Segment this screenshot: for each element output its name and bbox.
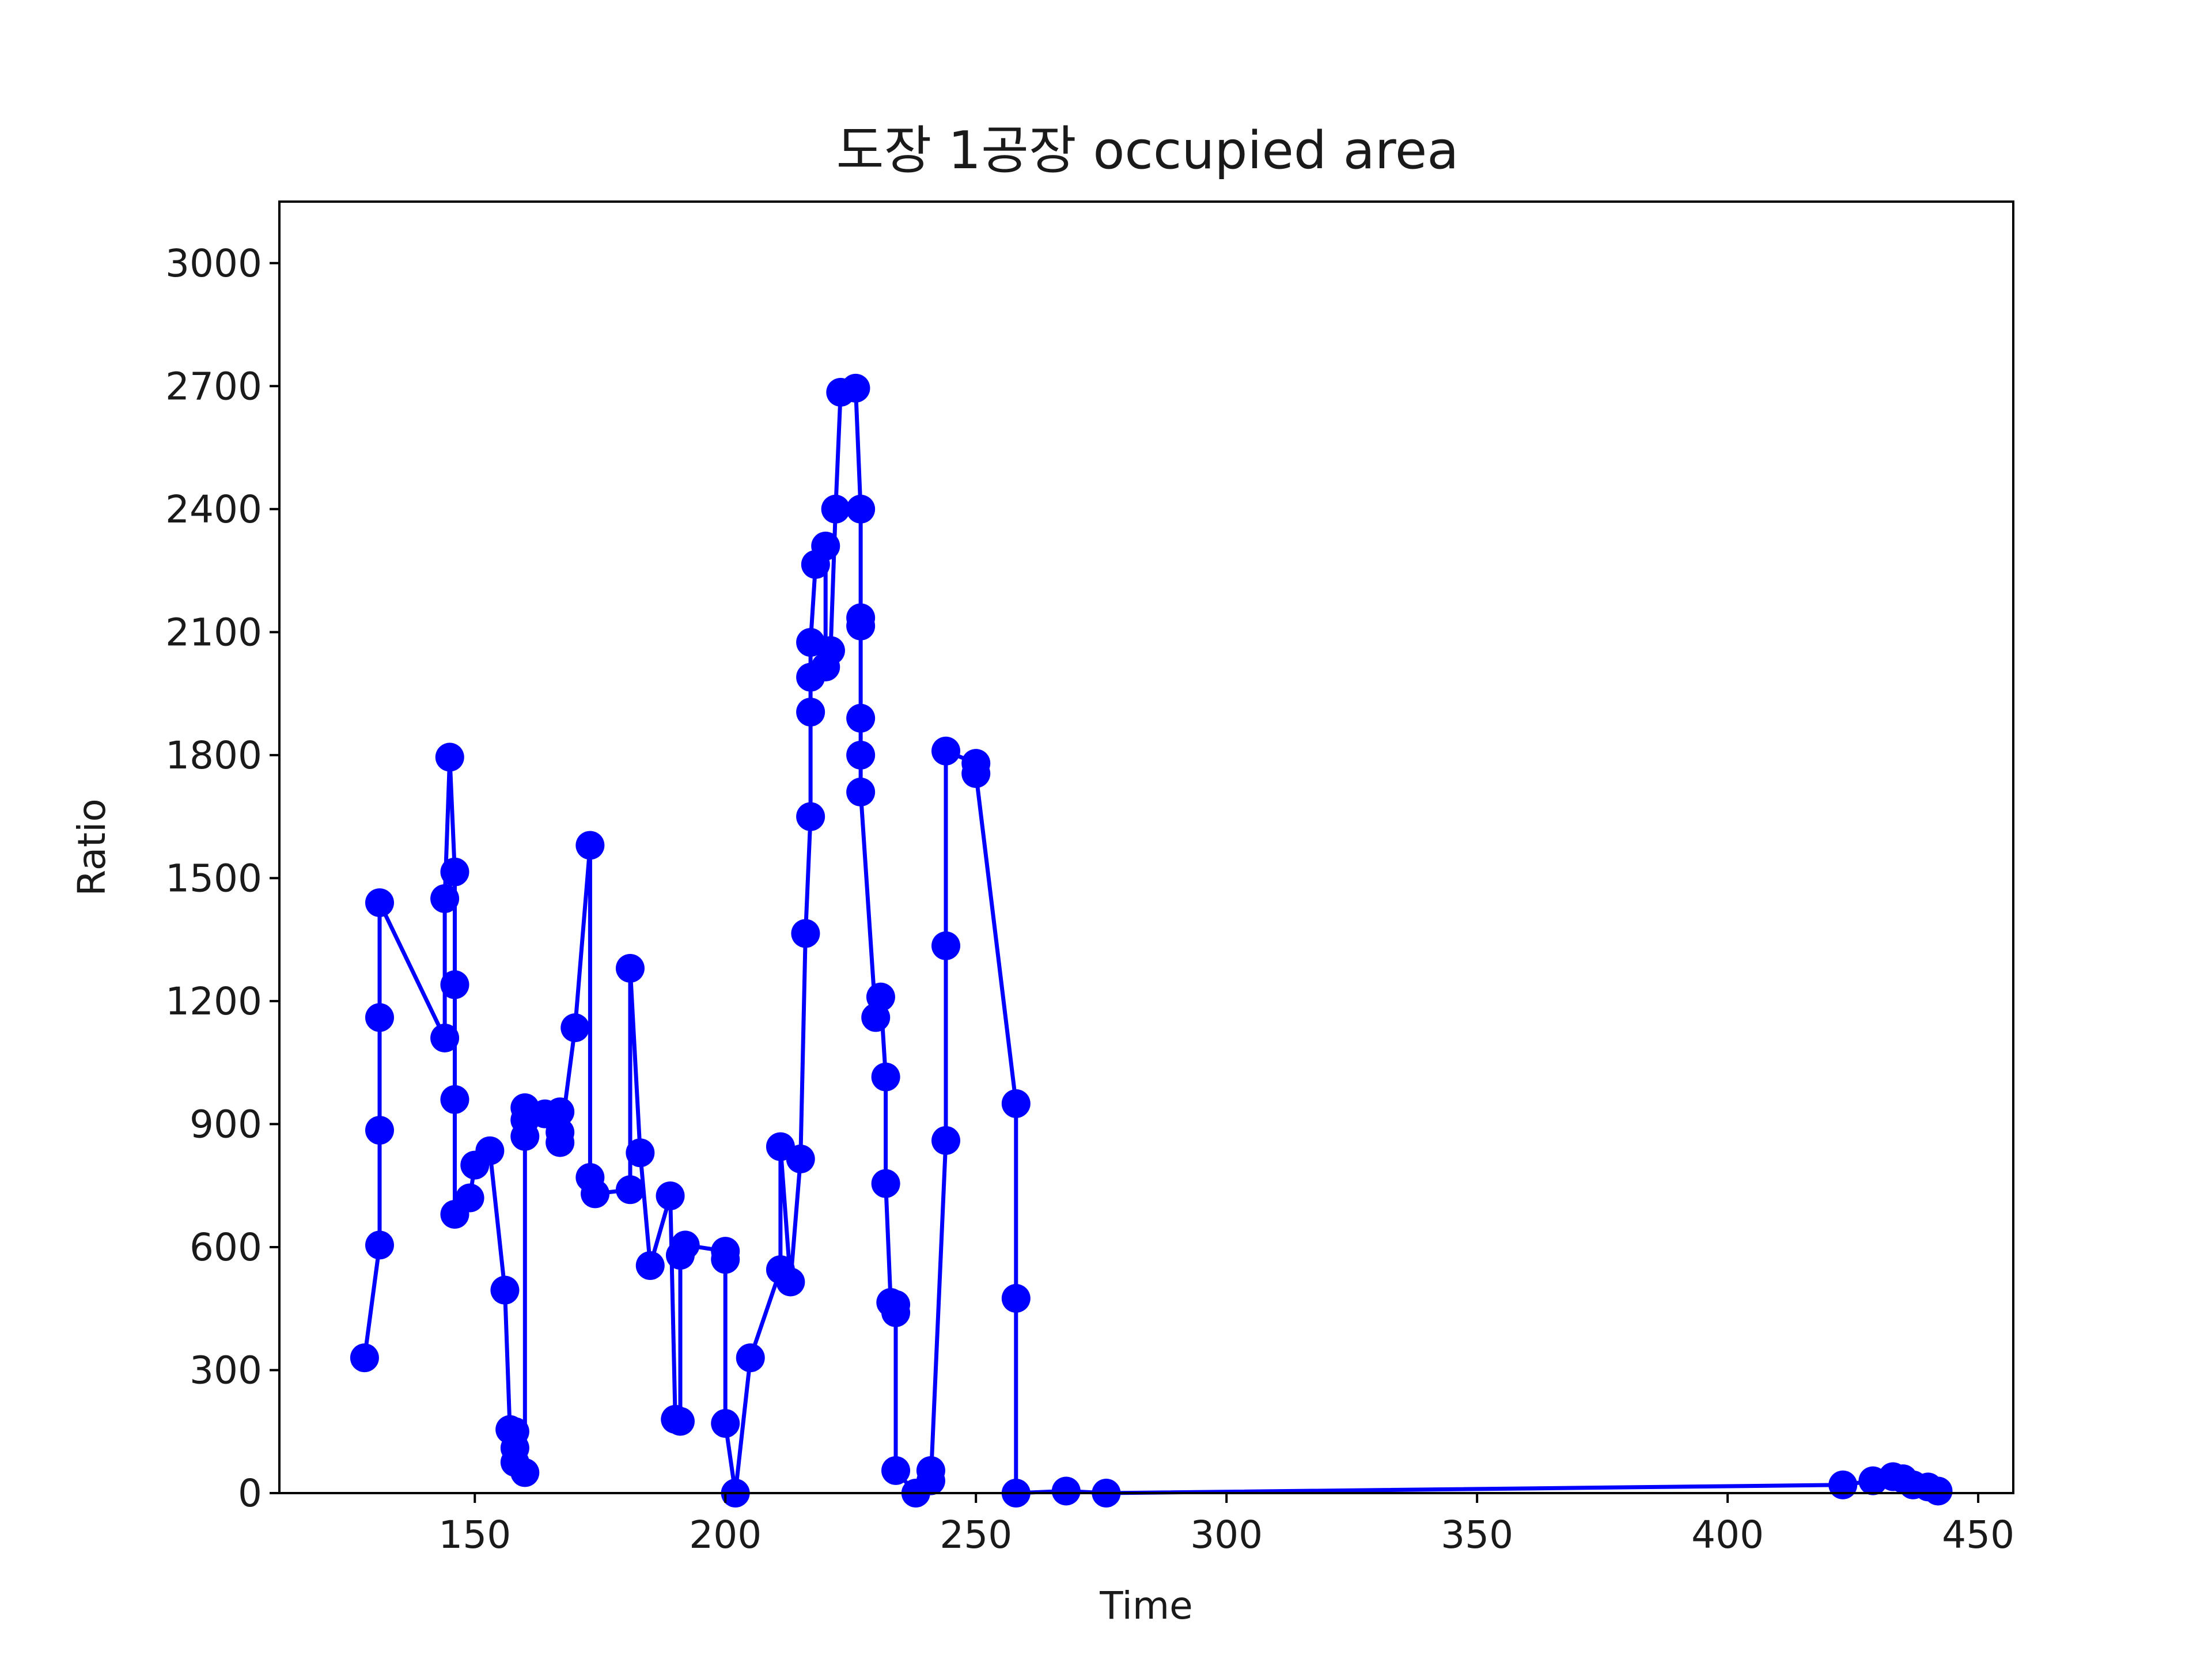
data-point: [365, 1003, 394, 1032]
data-point: [546, 1128, 575, 1157]
data-point: [796, 802, 825, 831]
data-point: [791, 919, 820, 948]
data-point: [846, 703, 876, 733]
x-tick-label: 150: [438, 1513, 511, 1557]
chart-title: 도장 1공장 occupied area: [836, 120, 1459, 181]
data-point: [671, 1230, 700, 1260]
data-point: [811, 531, 840, 560]
data-point: [821, 494, 850, 524]
data-point: [816, 636, 845, 665]
data-point: [350, 1343, 379, 1373]
data-point: [365, 1230, 394, 1260]
data-point: [711, 1409, 740, 1438]
data-point: [916, 1466, 945, 1495]
y-axis-label: Ratio: [70, 798, 114, 896]
data-point: [841, 373, 870, 403]
data-point: [881, 1456, 911, 1485]
data-point: [846, 611, 876, 641]
y-tick-label: 1200: [165, 979, 262, 1024]
y-tick-label: 2100: [165, 610, 262, 654]
data-point: [440, 1085, 469, 1114]
x-tick-label: 200: [689, 1513, 762, 1557]
data-point: [575, 831, 605, 860]
data-point: [881, 1298, 911, 1327]
x-axis-label: Time: [1099, 1584, 1193, 1628]
data-point: [871, 1169, 900, 1198]
data-point: [846, 494, 876, 524]
data-point: [1051, 1476, 1081, 1506]
data-point: [546, 1097, 575, 1127]
data-point: [615, 953, 645, 983]
data-point: [490, 1275, 520, 1305]
data-point: [635, 1251, 665, 1280]
x-tick-label: 400: [1691, 1513, 1764, 1557]
x-tick-label: 450: [1942, 1513, 2014, 1557]
data-point: [626, 1138, 655, 1168]
data-point: [1001, 1283, 1031, 1313]
series-line: [362, 386, 1939, 1495]
data-point: [931, 736, 961, 766]
y-tick-label: 2400: [165, 487, 262, 532]
data-point: [736, 1343, 765, 1373]
y-tick-label: 1800: [165, 733, 262, 778]
data-point: [475, 1136, 505, 1165]
data-point: [1828, 1470, 1858, 1499]
y-tick-label: 0: [238, 1471, 262, 1516]
data-point: [871, 1062, 900, 1092]
x-tick-label: 250: [940, 1513, 1012, 1557]
data-point: [435, 743, 464, 772]
data-point: [961, 759, 991, 788]
data-point: [615, 1175, 645, 1205]
data-point: [430, 1023, 460, 1052]
data-point: [711, 1245, 740, 1274]
x-tick-label: 350: [1441, 1513, 1513, 1557]
data-point: [931, 931, 961, 960]
data-point: [656, 1181, 685, 1210]
data-point: [365, 888, 394, 918]
y-tick-label: 600: [190, 1225, 262, 1270]
data-point: [440, 857, 469, 887]
y-tick-label: 900: [190, 1102, 262, 1146]
data-point: [581, 1179, 610, 1209]
y-tick-label: 3000: [165, 241, 262, 286]
data-point: [510, 1458, 540, 1487]
data-point: [786, 1144, 815, 1173]
data-point: [846, 740, 876, 770]
x-tick-label: 300: [1190, 1513, 1263, 1557]
data-point: [866, 982, 895, 1012]
data-point: [931, 1126, 961, 1155]
data-point: [796, 698, 825, 727]
data-point: [500, 1417, 529, 1446]
data-point: [1923, 1476, 1953, 1506]
y-tick-label: 2700: [165, 364, 262, 408]
data-point: [430, 884, 460, 913]
data-point: [365, 1116, 394, 1145]
y-tick-label: 300: [190, 1348, 262, 1392]
axis-ticks: 150 200 250 300 350 400 450 0 300 600 900 1200 1500 1…: [165, 241, 2014, 1557]
data-point: [665, 1407, 695, 1436]
data-point: [455, 1183, 484, 1213]
data-point: [846, 777, 876, 806]
y-tick-label: 1500: [165, 856, 262, 900]
data-point: [1001, 1089, 1031, 1118]
data-point: [440, 970, 469, 999]
data-point: [560, 1013, 590, 1043]
data-point: [776, 1267, 805, 1297]
plot-frame: [278, 200, 2014, 1494]
